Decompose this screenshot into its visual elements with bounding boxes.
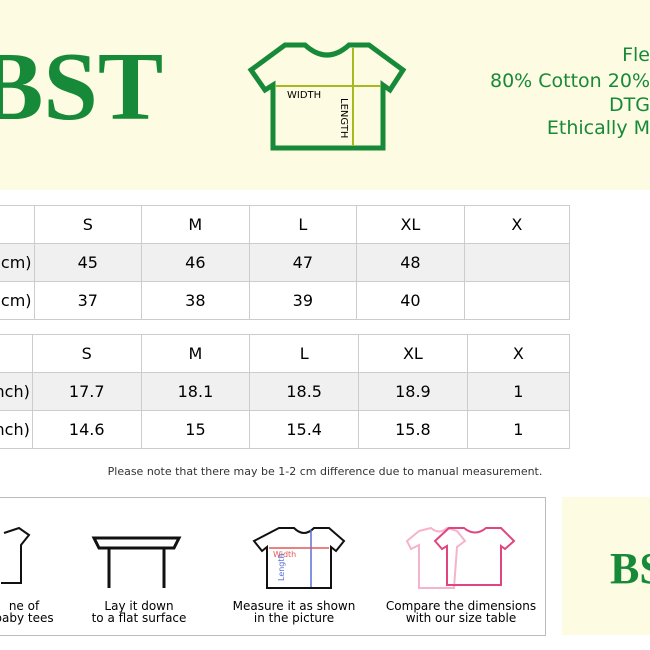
cell bbox=[463, 243, 571, 282]
corner-cell bbox=[0, 334, 33, 373]
step-caption: Compare the dimensions with our size tabl… bbox=[381, 600, 541, 624]
cell: 45 bbox=[33, 243, 143, 282]
row-label: inch) bbox=[0, 372, 33, 411]
size-table: SMLXLXinch)17.718.118.518.91nch)14.61515… bbox=[0, 334, 571, 449]
cell: 17.7 bbox=[31, 372, 142, 411]
header-row: S M L XL X bbox=[0, 205, 571, 244]
step-length-label: Length bbox=[277, 553, 286, 581]
steps-box: Width Length ne of baby tees Lay it down to… bbox=[0, 497, 546, 636]
table-row: inch)17.718.118.518.91 bbox=[0, 372, 571, 411]
row-label: (cm) bbox=[0, 243, 35, 282]
column-header: M bbox=[141, 205, 250, 244]
feature: Ethically M bbox=[546, 117, 650, 139]
banner: BST WIDTH LENGTH Fle 80% Cotton 20% DTG Eth… bbox=[0, 0, 650, 190]
cell: 18.5 bbox=[249, 372, 360, 411]
row-label: nch) bbox=[0, 410, 33, 449]
step-caption: ne of baby tees bbox=[0, 600, 104, 624]
column-header: S bbox=[33, 205, 143, 244]
step-line: with our size table bbox=[405, 611, 517, 625]
length-label: LENGTH bbox=[338, 98, 349, 138]
table-row: cm) 37 38 39 40 bbox=[0, 281, 571, 320]
cell: 15 bbox=[140, 410, 251, 449]
feature: DTG bbox=[609, 94, 650, 116]
cell bbox=[463, 281, 571, 320]
cell: 1 bbox=[466, 372, 571, 411]
step-width-label: Width bbox=[273, 550, 296, 559]
step-caption: Measure it as shown in the picture bbox=[214, 600, 374, 624]
column-header: XL bbox=[356, 205, 465, 244]
step-line: in the picture bbox=[253, 611, 335, 625]
cell: 48 bbox=[356, 243, 465, 282]
step-line: to a flat surface bbox=[91, 611, 187, 625]
header-row: S M L XL X bbox=[0, 334, 571, 373]
column-header: XL bbox=[358, 334, 468, 373]
cell: 47 bbox=[248, 243, 358, 282]
cell: 40 bbox=[356, 281, 465, 320]
column-header: X bbox=[463, 205, 571, 244]
step-line: ne of bbox=[8, 599, 40, 613]
feature: 80% Cotton 20% bbox=[490, 70, 650, 92]
step-icons: Width Length bbox=[1, 526, 516, 589]
cell: 14.6 bbox=[31, 410, 142, 449]
footer-box: BS bbox=[562, 497, 650, 635]
corner-cell bbox=[0, 205, 35, 244]
cell: 39 bbox=[248, 281, 358, 320]
cell: 18.1 bbox=[140, 372, 251, 411]
cell: 18.9 bbox=[358, 372, 468, 411]
step-line: Compare the dimensions bbox=[385, 599, 537, 613]
column-header: L bbox=[248, 205, 358, 244]
cell: 15.4 bbox=[249, 410, 360, 449]
cell: 37 bbox=[33, 281, 143, 320]
step-caption: Lay it down to a flat surface bbox=[59, 600, 219, 624]
width-label: WIDTH bbox=[287, 90, 321, 101]
step-line: baby tees bbox=[0, 611, 54, 625]
column-header: M bbox=[140, 334, 251, 373]
cell: 1 bbox=[466, 410, 571, 449]
column-header: S bbox=[31, 334, 142, 373]
footer-logo: BS bbox=[610, 544, 650, 593]
step-line: Measure it as shown bbox=[232, 599, 356, 613]
feature: Fle bbox=[622, 44, 650, 66]
cell: 38 bbox=[141, 281, 250, 320]
column-header: X bbox=[466, 334, 571, 373]
column-header: L bbox=[249, 334, 360, 373]
note: Please note that there may be 1-2 cm dif… bbox=[107, 465, 543, 478]
step-line: Lay it down bbox=[104, 599, 174, 613]
cell: 15.8 bbox=[358, 410, 468, 449]
shirt-diagram: WIDTH LENGTH bbox=[247, 42, 407, 151]
logo: BST bbox=[0, 33, 164, 141]
row-label: cm) bbox=[0, 281, 35, 320]
cell: 46 bbox=[141, 243, 250, 282]
